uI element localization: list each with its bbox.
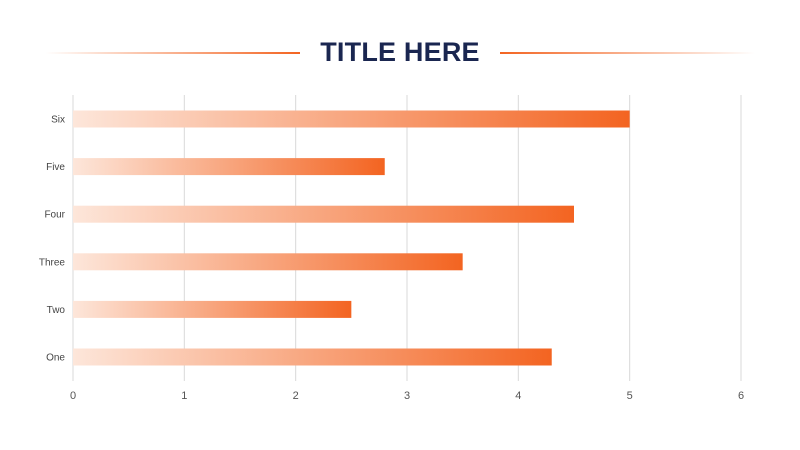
- bar-two: [73, 300, 352, 318]
- bars: [73, 110, 630, 366]
- title-rule-right: [500, 52, 755, 54]
- title-row: TITLE HERE: [0, 30, 800, 74]
- category-labels: One Two Three Four Five Six: [39, 115, 66, 364]
- category-label-four: Four: [44, 210, 65, 221]
- x-tick-label: 4: [515, 390, 521, 402]
- x-tick-label: 6: [738, 390, 744, 402]
- gridlines: [72, 95, 742, 381]
- x-tick-label: 3: [404, 390, 410, 402]
- x-tick-label: 2: [293, 390, 299, 402]
- x-tick-label: 1: [181, 390, 187, 402]
- x-tick-label: 5: [627, 390, 633, 402]
- page-title: TITLE HERE: [320, 37, 480, 67]
- x-axis-ticks: 0 1 2 3 4 5 6: [70, 390, 744, 402]
- bar-six: [73, 110, 630, 128]
- bar-five: [73, 158, 385, 176]
- category-label-one: One: [46, 353, 65, 364]
- category-label-six: Six: [51, 115, 65, 126]
- bar-one: [73, 348, 552, 366]
- category-label-three: Three: [39, 257, 66, 268]
- title-rule-left: [45, 52, 300, 54]
- bar-three: [73, 253, 463, 271]
- x-tick-label: 0: [70, 390, 76, 402]
- bar-four: [73, 205, 574, 223]
- category-label-five: Five: [46, 162, 65, 173]
- category-label-two: Two: [47, 305, 66, 316]
